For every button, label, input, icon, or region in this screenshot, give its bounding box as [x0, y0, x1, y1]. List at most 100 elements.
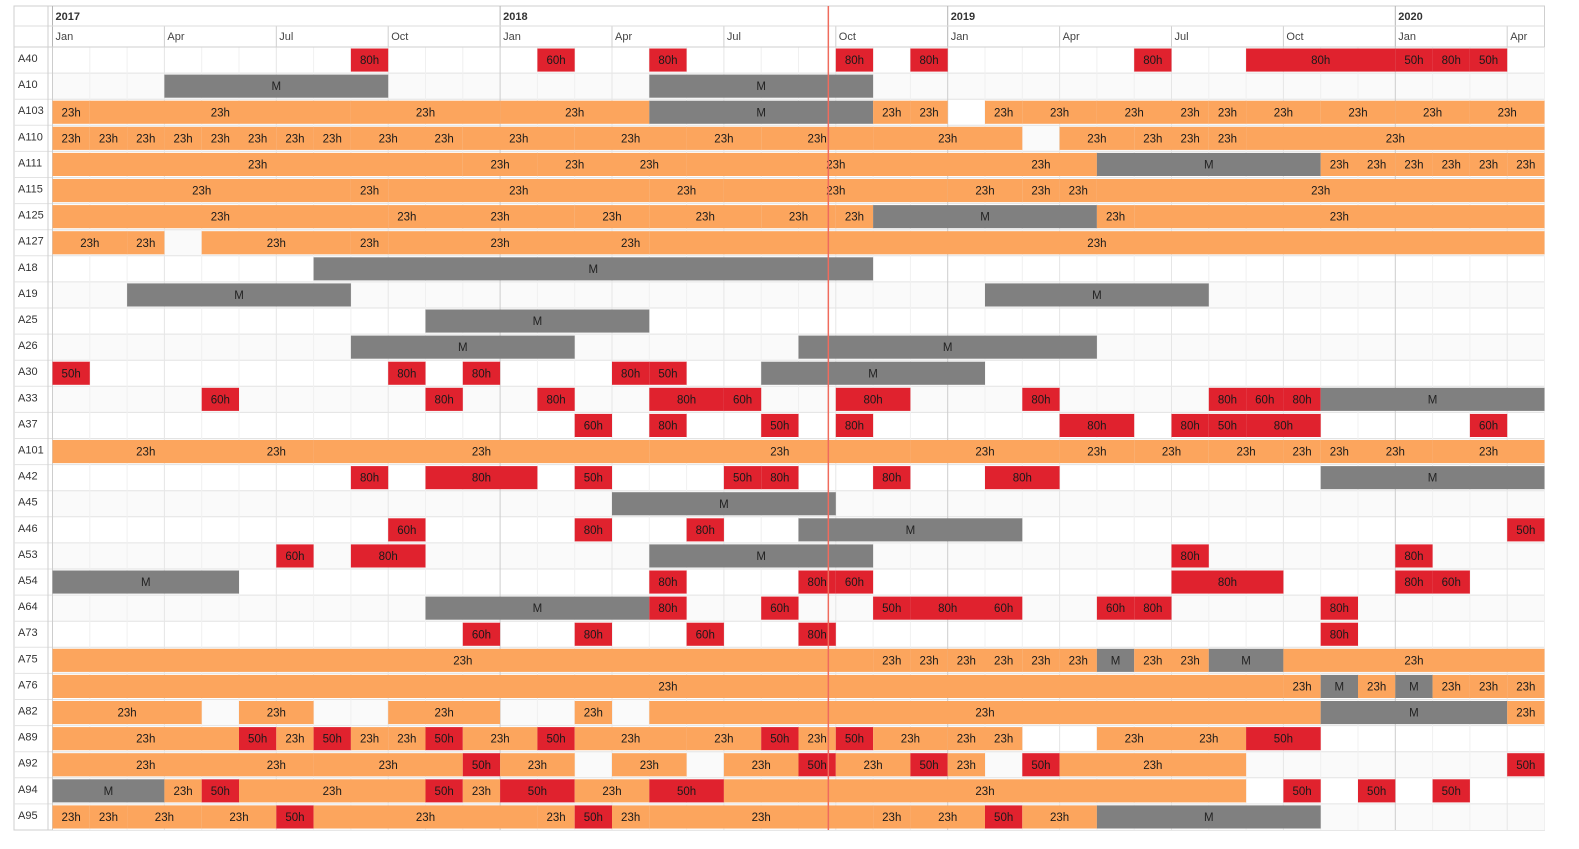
task-bar-label: 23h	[789, 212, 808, 224]
task-bar-label: 80h	[658, 577, 677, 589]
row-label: A115	[18, 184, 43, 196]
task-bar	[1320, 387, 1545, 411]
row-label: A30	[18, 366, 38, 378]
task-bar	[1208, 440, 1284, 464]
task-bar-label: 23h	[62, 107, 81, 119]
task-bar	[873, 596, 911, 620]
month-label: Apr	[1510, 31, 1527, 43]
task-bar-label: 23h	[1143, 760, 1162, 772]
task-bar-label: 23h	[1143, 133, 1162, 145]
task-bar	[1022, 648, 1060, 672]
task-bar	[127, 283, 351, 307]
task-bar-label: 50h	[323, 734, 342, 746]
task-bar-label: 23h	[416, 107, 435, 119]
task-bar	[723, 753, 799, 777]
task-bar-label: 50h	[435, 786, 454, 798]
task-bar	[313, 805, 538, 829]
task-bar	[462, 622, 501, 646]
task-bar	[686, 152, 985, 176]
task-bar	[52, 674, 1284, 698]
task-bar	[1358, 674, 1396, 698]
task-bar-label: 23h	[752, 812, 771, 824]
task-bar-label: 23h	[1069, 655, 1088, 667]
task-bar-label: 80h	[1311, 55, 1330, 67]
task-bar-label: 23h	[173, 133, 192, 145]
task-bar	[1246, 48, 1396, 72]
task-bar-label: 80h	[658, 603, 677, 615]
task-bar	[201, 126, 239, 150]
task-bar-label: M	[756, 107, 766, 119]
task-bar-label: 23h	[1479, 159, 1498, 171]
task-bar-label: 80h	[1181, 551, 1200, 563]
task-bar-label: 23h	[1348, 107, 1367, 119]
task-bar	[574, 727, 687, 751]
task-bar-label: 80h	[546, 394, 565, 406]
task-bar-label: M	[1409, 708, 1419, 720]
task-bar-label: 80h	[1330, 629, 1349, 641]
task-bar-label: 23h	[1218, 107, 1237, 119]
task-bar	[1022, 387, 1060, 411]
task-bar-label: 23h	[938, 812, 957, 824]
task-bar-label: 23h	[602, 786, 621, 798]
task-bar	[1432, 440, 1545, 464]
task-bar-label: 23h	[1292, 681, 1311, 693]
task-bar	[1134, 596, 1172, 620]
task-bar	[1320, 100, 1396, 124]
task-bar-label: 23h	[323, 133, 342, 145]
task-bar	[89, 805, 128, 829]
task-bar-label: 23h	[770, 447, 789, 459]
task-bar	[1395, 544, 1433, 568]
task-bar	[1432, 570, 1470, 594]
task-bar-label: 50h	[770, 734, 789, 746]
task-bar	[537, 387, 575, 411]
task-bar-label: 23h	[658, 681, 677, 693]
task-bar	[239, 701, 314, 725]
task-bar	[1246, 126, 1545, 150]
task-bar	[761, 413, 799, 437]
task-bar	[985, 596, 1023, 620]
task-bar-label: 23h	[565, 159, 584, 171]
task-bar-label: M	[104, 786, 114, 798]
task-bar-label: 23h	[957, 734, 976, 746]
task-bar	[350, 544, 426, 568]
task-bar-label: M	[533, 603, 543, 615]
task-bar-label: 80h	[864, 394, 883, 406]
task-bar-label: 23h	[1498, 107, 1517, 119]
row-label: A73	[18, 627, 38, 639]
task-bar	[612, 152, 687, 176]
task-bar	[835, 413, 874, 437]
task-bar	[425, 727, 463, 751]
task-bar	[1246, 727, 1321, 751]
task-bar	[761, 126, 874, 150]
task-bar-label: 80h	[845, 55, 864, 67]
month-label: Apr	[167, 31, 184, 43]
task-bar-label: 23h	[1386, 447, 1405, 459]
task-bar-label: 23h	[509, 186, 528, 198]
task-bar-label: 50h	[1479, 55, 1498, 67]
task-bar-label: 23h	[285, 133, 304, 145]
task-bar-label: M	[141, 577, 151, 589]
task-bar	[1096, 805, 1321, 829]
task-bar	[462, 361, 501, 385]
task-bar	[1059, 753, 1247, 777]
task-bar-label: 80h	[1404, 551, 1423, 563]
task-bar	[388, 701, 501, 725]
task-bar	[201, 231, 351, 255]
task-bar	[1320, 596, 1358, 620]
task-bar-label: 23h	[211, 107, 230, 119]
task-bar-label: 80h	[845, 420, 864, 432]
task-bar-label: 23h	[1050, 812, 1069, 824]
task-bar-label: 60h	[1106, 603, 1125, 615]
task-bar-label: 50h	[584, 812, 603, 824]
task-bar-label: 23h	[882, 812, 901, 824]
task-bar	[574, 126, 687, 150]
task-bar-label: M	[1111, 655, 1121, 667]
task-bar-label: 23h	[1031, 655, 1050, 667]
task-bar	[1208, 100, 1247, 124]
row-label: A10	[18, 79, 38, 91]
task-bar	[1096, 152, 1321, 176]
task-bar-label: 23h	[1516, 159, 1535, 171]
task-bar-label: 23h	[1386, 133, 1405, 145]
task-bar	[1059, 440, 1135, 464]
